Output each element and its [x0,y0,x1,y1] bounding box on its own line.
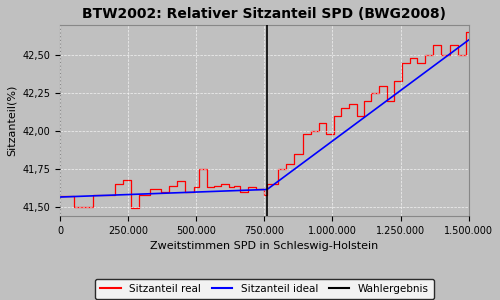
Sitzanteil real [190,185,196,189]
Sitzanteil real [463,31,469,34]
X-axis label: Zweitstimmen SPD in Schleswig-Holstein: Zweitstimmen SPD in Schleswig-Holstein [150,241,378,251]
Title: BTW2002: Relativer Sitzanteil SPD (BWG2008): BTW2002: Relativer Sitzanteil SPD (BWG20… [82,7,446,21]
Sitzanteil ideal [57,195,63,199]
Sitzanteil real [390,79,396,83]
Sitzanteil real [300,152,306,156]
Sitzanteil real [466,31,471,34]
Sitzanteil real [218,184,224,188]
Line: Sitzanteil ideal: Sitzanteil ideal [60,40,469,197]
Legend: Sitzanteil real, Sitzanteil ideal, Wahlergebnis: Sitzanteil real, Sitzanteil ideal, Wahle… [95,278,434,299]
Line: Sitzanteil real: Sitzanteil real [60,32,469,208]
Sitzanteil real [128,207,134,210]
Y-axis label: Sitzanteil(%): Sitzanteil(%) [7,85,17,156]
Sitzanteil real [204,167,210,171]
Sitzanteil real [57,194,63,198]
Sitzanteil real [283,163,289,166]
Sitzanteil ideal [466,38,471,42]
Sitzanteil ideal [264,188,270,191]
